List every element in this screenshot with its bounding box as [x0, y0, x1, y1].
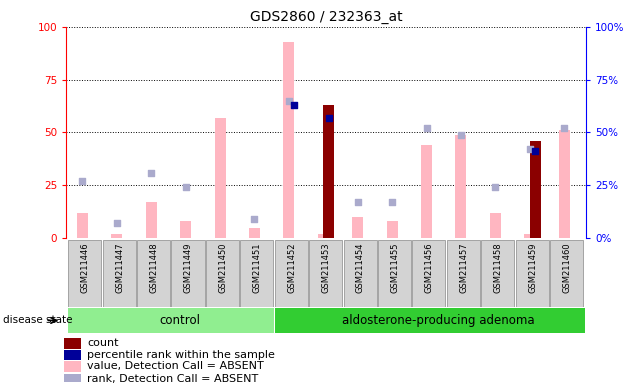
Bar [206, 240, 239, 307]
Point [324, 114, 334, 121]
Bar [171, 240, 205, 307]
Point [353, 199, 363, 205]
Text: GSM211460: GSM211460 [563, 242, 571, 293]
Text: GSM211451: GSM211451 [253, 242, 261, 293]
Bar [343, 240, 377, 307]
Bar [559, 131, 570, 238]
Bar [68, 308, 273, 333]
Text: percentile rank within the sample: percentile rank within the sample [88, 350, 275, 360]
Text: GSM211457: GSM211457 [459, 242, 468, 293]
Text: GSM211452: GSM211452 [287, 242, 296, 293]
Bar [249, 227, 260, 238]
Text: GSM211446: GSM211446 [81, 242, 89, 293]
Text: rank, Detection Call = ABSENT: rank, Detection Call = ABSENT [88, 374, 258, 384]
Bar [323, 105, 335, 238]
Text: GSM211447: GSM211447 [115, 242, 124, 293]
Bar [516, 240, 549, 307]
Text: GSM211454: GSM211454 [356, 242, 365, 293]
Bar [64, 338, 81, 349]
Bar [481, 240, 514, 307]
Text: GSM211455: GSM211455 [391, 242, 399, 293]
Text: GSM211449: GSM211449 [184, 242, 193, 293]
Point [530, 149, 541, 155]
Bar [103, 240, 135, 307]
Bar [421, 145, 432, 238]
Bar [64, 361, 81, 372]
Bar [275, 308, 585, 333]
Point [77, 178, 88, 184]
Point [387, 199, 397, 205]
Bar [550, 240, 583, 307]
Text: GSM211458: GSM211458 [494, 242, 503, 293]
Bar [447, 240, 480, 307]
Bar [64, 350, 81, 360]
Point [490, 184, 500, 190]
Text: GSM211448: GSM211448 [149, 242, 158, 293]
Bar [318, 234, 329, 238]
Text: GSM211456: GSM211456 [425, 242, 434, 293]
Point [249, 216, 260, 222]
Text: GSM211459: GSM211459 [528, 242, 537, 293]
Bar [387, 221, 398, 238]
Point [284, 98, 294, 104]
Bar [352, 217, 364, 238]
Point [421, 125, 432, 131]
Bar [275, 240, 308, 307]
Bar [214, 118, 226, 238]
Bar [77, 213, 88, 238]
Bar [146, 202, 157, 238]
Bar [68, 240, 101, 307]
Bar [112, 234, 122, 238]
Bar [413, 240, 445, 307]
Point [559, 125, 570, 131]
Bar [284, 42, 294, 238]
Bar [180, 221, 191, 238]
Text: GSM211453: GSM211453 [321, 242, 331, 293]
Bar [524, 234, 536, 238]
Point [146, 170, 156, 176]
Point [112, 220, 122, 227]
Bar [455, 135, 466, 238]
Text: aldosterone-producing adenoma: aldosterone-producing adenoma [342, 314, 534, 327]
Bar [490, 213, 501, 238]
Text: value, Detection Call = ABSENT: value, Detection Call = ABSENT [88, 361, 264, 371]
Text: control: control [159, 314, 200, 327]
Point [181, 184, 191, 190]
Bar [64, 374, 81, 384]
Point [456, 131, 466, 138]
Bar [530, 141, 541, 238]
Text: disease state: disease state [3, 315, 72, 326]
Bar [309, 240, 342, 307]
Text: GSM211450: GSM211450 [218, 242, 227, 293]
Bar [137, 240, 170, 307]
Bar [240, 240, 273, 307]
Text: count: count [88, 338, 119, 348]
Bar [378, 240, 411, 307]
Title: GDS2860 / 232363_at: GDS2860 / 232363_at [249, 10, 403, 25]
Point [289, 102, 299, 108]
Point [525, 146, 535, 152]
